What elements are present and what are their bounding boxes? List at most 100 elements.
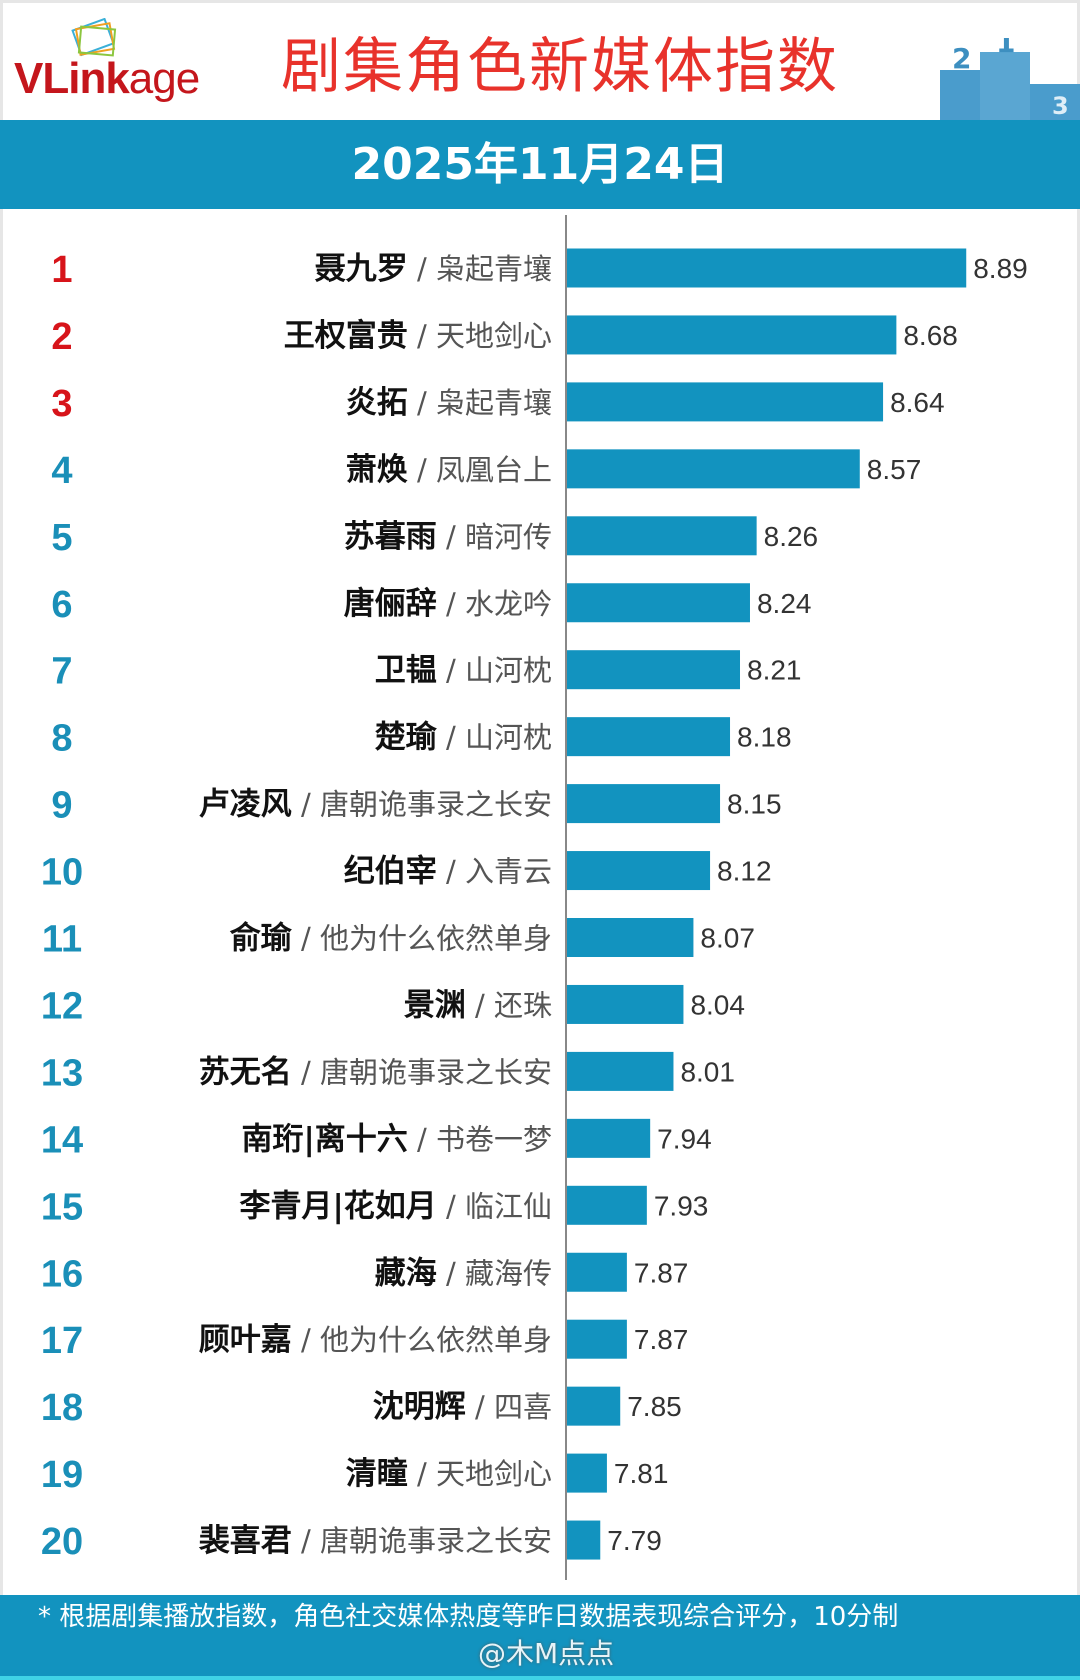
drama-title: / 枭起青壤: [408, 252, 552, 286]
rank-number: 14: [41, 1119, 83, 1161]
bar: [567, 1118, 651, 1158]
drama-title: / 还珠: [466, 988, 552, 1022]
value-label: 7.85: [627, 1391, 682, 1422]
header: VLinkage 剧集角色新媒体指数 2 1 3: [0, 0, 1080, 120]
row-label: 景渊 / 还珠: [404, 987, 552, 1023]
rank-number: 17: [41, 1320, 83, 1362]
row-label: 南珩|离十六 / 书卷一梦: [241, 1121, 552, 1157]
character-name: 藏海: [375, 1255, 437, 1291]
character-name: 李青月|花如月: [239, 1188, 436, 1224]
value-label: 8.89: [973, 253, 1028, 284]
bar: [567, 650, 741, 690]
watermark: @木M点点: [478, 1637, 615, 1670]
bar: [567, 1319, 627, 1359]
value-label: 8.21: [747, 655, 802, 686]
drama-title: / 书卷一梦: [408, 1122, 552, 1156]
podium-number-3: 3: [1052, 92, 1069, 120]
date-label: 2025年11月24日: [351, 139, 729, 190]
value-label: 8.15: [727, 789, 782, 820]
value-label: 8.07: [700, 923, 755, 954]
row-label: 沈明辉 / 四喜: [373, 1389, 552, 1425]
rank-number: 13: [41, 1052, 83, 1094]
row-label: 卢凌风 / 唐朝诡事录之长安: [199, 787, 552, 823]
rank-number: 2: [51, 316, 72, 358]
bar: [567, 1520, 601, 1560]
value-label: 7.93: [654, 1190, 709, 1221]
rank-number: 12: [41, 985, 83, 1027]
bar: [567, 1386, 621, 1426]
rank-number: 19: [41, 1454, 83, 1496]
logo-text-bold: VLink: [14, 54, 130, 103]
rank-number: 8: [51, 718, 72, 760]
character-name: 萧焕: [346, 452, 408, 488]
drama-title: / 天地剑心: [408, 1457, 552, 1491]
value-label: 7.94: [657, 1123, 712, 1154]
rank-number: 10: [41, 852, 83, 894]
row-label: 藏海 / 藏海传: [375, 1255, 552, 1291]
drama-title: / 山河枕: [437, 721, 552, 755]
character-name: 聂九罗: [315, 251, 408, 287]
bar: [567, 248, 967, 288]
row-label: 顾叶嘉 / 他为什么依然单身: [199, 1322, 552, 1358]
row-label: 苏暮雨 / 暗河传: [344, 519, 552, 555]
rank-number: 5: [51, 517, 72, 559]
row-label: 清瞳 / 天地剑心: [346, 1456, 552, 1492]
rank-number: 1: [51, 249, 72, 291]
value-label: 7.87: [634, 1257, 689, 1288]
rank-number: 15: [41, 1186, 83, 1228]
podium-number-2: 2: [952, 42, 971, 75]
bar: [567, 583, 750, 623]
podium-icon: 2 1 3: [940, 38, 1080, 120]
character-name: 景渊: [404, 987, 466, 1023]
page-title: 剧集角色新媒体指数: [281, 32, 839, 102]
character-name: 纪伯宰: [344, 854, 437, 890]
row-label: 俞瑜 / 他为什么依然单身: [230, 921, 552, 957]
value-label: 8.57: [867, 454, 922, 485]
date-band: 2025年11月24日: [0, 120, 1080, 209]
character-name: 顾叶嘉: [199, 1322, 292, 1358]
vlinkage-logo: VLinkage: [14, 18, 244, 108]
rank-number: 16: [41, 1253, 83, 1295]
rank-number: 4: [51, 450, 72, 492]
row-label: 裴喜君 / 唐朝诡事录之长安: [199, 1523, 552, 1559]
character-name: 沈明辉: [373, 1389, 466, 1425]
character-name: 苏无名: [199, 1054, 292, 1090]
character-name: 卢凌风: [199, 787, 292, 823]
rank-number: 18: [41, 1387, 83, 1429]
drama-title: / 藏海传: [437, 1256, 552, 1290]
bar: [567, 1051, 674, 1091]
row-label: 萧焕 / 凤凰台上: [346, 452, 552, 488]
bar: [567, 851, 711, 891]
bar: [567, 315, 897, 355]
rank-number: 20: [41, 1521, 83, 1563]
character-name: 俞瑜: [230, 921, 293, 957]
bar: [567, 784, 721, 824]
drama-title: / 水龙吟: [437, 587, 552, 621]
bar: [567, 449, 860, 489]
character-name: 王权富贵: [284, 318, 408, 354]
row-label: 楚瑜 / 山河枕: [375, 720, 552, 756]
drama-title: / 四喜: [466, 1390, 552, 1424]
drama-title: / 暗河传: [437, 520, 552, 554]
character-name: 清瞳: [346, 1456, 408, 1492]
drama-title: / 唐朝诡事录之长安: [292, 1524, 552, 1558]
bar: [567, 1252, 627, 1292]
drama-title: / 山河枕: [437, 654, 552, 688]
rank-number: 11: [42, 919, 82, 961]
ranking-bar-chart: 1 聂九罗 / 枭起青壤 8.89 2 王权富贵 / 天地剑心 8.68 3 炎拓 / 枭起青…: [41, 215, 1028, 1580]
drama-title: / 唐朝诡事录之长安: [292, 1055, 552, 1089]
drama-title: / 入青云: [437, 855, 552, 889]
character-name: 卫韫: [375, 653, 437, 689]
bar: [567, 382, 884, 422]
row-label: 纪伯宰 / 入青云: [344, 854, 552, 890]
logo-text: VLinkage: [14, 54, 200, 104]
row-label: 唐俪辞 / 水龙吟: [344, 586, 552, 622]
character-name: 楚瑜: [375, 720, 438, 756]
bar: [567, 918, 694, 957]
logo-frames-icon: [71, 18, 117, 57]
drama-title: / 他为什么依然单身: [292, 922, 552, 956]
row-label: 王权富贵 / 天地剑心: [284, 318, 552, 354]
drama-title: / 唐朝诡事录之长安: [292, 788, 552, 822]
rank-number: 9: [51, 785, 72, 827]
value-label: 8.04: [690, 989, 745, 1020]
